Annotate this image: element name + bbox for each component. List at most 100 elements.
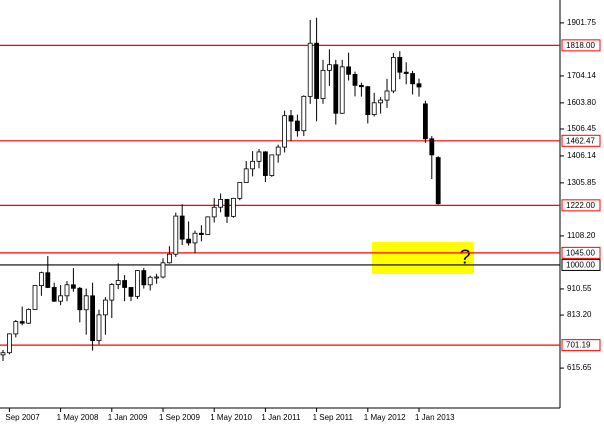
y-tick-label: 1603.80	[567, 98, 596, 107]
level-label: 1000.00	[566, 261, 595, 270]
x-tick-label: 1 May 2010	[210, 413, 252, 422]
candle-body	[429, 138, 435, 156]
candle-body	[173, 215, 179, 255]
y-tick-label: 615.65	[567, 363, 592, 372]
level-label: 1045.00	[566, 248, 595, 257]
y-tick-label: 813.20	[567, 310, 592, 319]
x-tick-label: 1 Sep 2011	[313, 413, 354, 422]
candle-body	[83, 295, 89, 311]
candle-body	[416, 83, 422, 88]
level-label-box	[561, 258, 601, 271]
candle-body	[115, 280, 121, 285]
candle-body	[333, 64, 339, 114]
candle-body	[288, 115, 294, 122]
candle-body	[205, 216, 211, 236]
candle-body	[186, 238, 192, 244]
candle-body	[166, 253, 172, 264]
x-tick-label: 1 Sep 2009	[159, 413, 200, 422]
y-tick-label: 1108.20	[567, 231, 596, 240]
candle-body	[269, 154, 275, 176]
candle-body	[218, 199, 224, 208]
x-tick-label: 1 Jan 2013	[415, 413, 455, 422]
candle-body	[422, 103, 428, 140]
y-tick-label: 1406.14	[567, 151, 596, 160]
candle-body	[339, 66, 345, 114]
candle-body	[326, 64, 332, 71]
level-label: 1462.47	[566, 136, 595, 145]
level-label-box	[561, 134, 601, 147]
candle-body	[51, 287, 57, 302]
candle-body	[403, 71, 409, 74]
candle-body	[237, 182, 243, 199]
candle-body	[109, 284, 115, 301]
candle-body	[45, 272, 51, 288]
candle-body	[256, 151, 262, 162]
x-tick-label: 1 Jan 2011	[261, 413, 301, 422]
candle-body	[397, 57, 403, 73]
y-tick-label: 1506.45	[567, 124, 596, 133]
candle-body	[307, 42, 313, 97]
candle-body	[230, 197, 236, 217]
level-label: 1222.00	[566, 201, 595, 210]
candle-body	[294, 120, 300, 132]
candle-body	[71, 284, 76, 289]
candle-body	[58, 295, 63, 302]
candle-body	[320, 69, 326, 99]
candle-body	[141, 270, 147, 286]
candle-body	[32, 285, 38, 310]
highlight-box	[372, 242, 474, 274]
candle-body	[262, 151, 268, 176]
candle-body	[134, 270, 140, 297]
candle-body	[346, 66, 352, 75]
candle-body	[122, 280, 127, 288]
candle-body	[39, 272, 44, 287]
candle-body	[301, 95, 307, 132]
candle-body	[371, 102, 377, 116]
x-tick-label: 1 May 2008	[57, 413, 99, 422]
candle-body	[410, 73, 416, 85]
candle-body	[378, 99, 384, 104]
candle-body	[275, 146, 281, 156]
x-tick-label: 1 Jan 2009	[108, 413, 148, 422]
level-label: 701.19	[566, 341, 591, 350]
candle-body	[179, 215, 185, 240]
candle-body	[243, 168, 249, 183]
candle-body	[26, 309, 32, 324]
level-label-box	[561, 199, 601, 212]
candle-body	[160, 262, 166, 278]
level-label: 1818.00	[566, 41, 595, 50]
level-label-box	[561, 339, 601, 352]
x-tick-label: 1 May 2012	[364, 413, 406, 422]
candle-body	[390, 57, 396, 92]
candle-body	[7, 333, 12, 354]
candle-body	[154, 276, 160, 279]
x-tick-label: Sep 2007	[5, 413, 40, 422]
candle-body	[435, 157, 441, 205]
y-tick-label: 1901.75	[567, 18, 596, 27]
candle-body	[314, 42, 320, 99]
y-tick-label: 1704.14	[567, 71, 596, 80]
candle-body	[352, 73, 358, 86]
candle-body	[19, 321, 25, 324]
candle-body	[365, 86, 371, 116]
candle-body	[0, 352, 6, 356]
y-tick-label: 1305.85	[567, 178, 596, 187]
candle-body	[103, 299, 108, 316]
candle-body	[198, 232, 204, 235]
candle-body	[211, 206, 217, 218]
candle-body	[192, 232, 198, 244]
candle-body	[147, 276, 153, 286]
candle-body	[358, 84, 364, 88]
candle-body	[128, 287, 134, 297]
candle-body	[282, 115, 288, 148]
candle-body	[224, 199, 230, 217]
candle-body	[64, 284, 70, 297]
candle-body	[90, 295, 95, 342]
candle-body	[250, 160, 256, 170]
candle-body	[96, 314, 102, 342]
level-label-box	[561, 246, 601, 259]
y-tick-label: 910.55	[567, 284, 592, 293]
